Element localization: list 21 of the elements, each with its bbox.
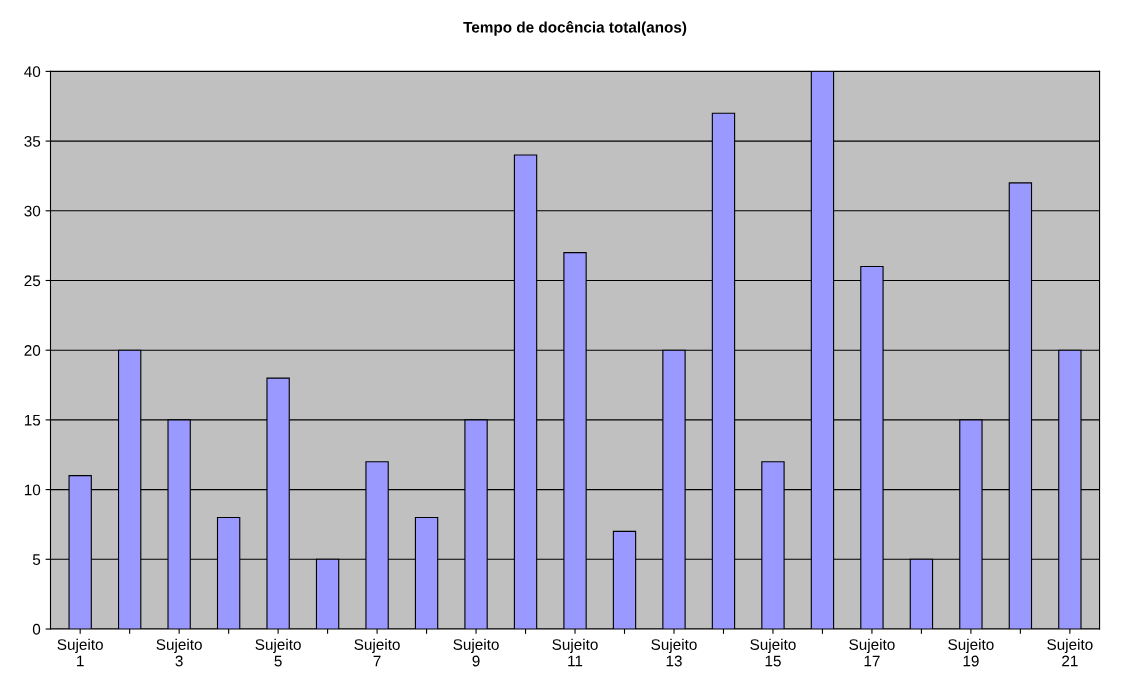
y-tick-label: 40 xyxy=(24,66,41,78)
x-tick-label: Sujeito 15 xyxy=(750,638,796,667)
y-tick-label: 30 xyxy=(24,205,41,217)
y-tick-label: 0 xyxy=(32,623,41,635)
y-tick-label: 35 xyxy=(24,135,41,147)
x-tick-label: Sujeito 7 xyxy=(354,638,400,667)
x-tick-label: Sujeito 1 xyxy=(57,638,103,667)
x-tick-label: Sujeito 9 xyxy=(453,638,499,667)
y-tick-label: 25 xyxy=(24,275,41,287)
y-tick-label: 20 xyxy=(24,345,41,356)
x-tick-label: Sujeito 3 xyxy=(156,638,202,667)
x-tick-label: Sujeito 17 xyxy=(849,638,895,667)
chart-title: Tempo de docência total(anos) xyxy=(463,21,687,36)
x-tick-label: Sujeito 21 xyxy=(1047,638,1093,667)
x-tick-label: Sujeito 11 xyxy=(552,638,598,667)
y-tick-label: 5 xyxy=(32,554,41,565)
x-tick-label: Sujeito 5 xyxy=(255,638,301,667)
x-tick-label: Sujeito 13 xyxy=(651,638,697,667)
y-tick-label: 10 xyxy=(24,484,41,496)
y-tick-label: 15 xyxy=(24,414,41,426)
x-tick-label: Sujeito 19 xyxy=(948,638,994,667)
